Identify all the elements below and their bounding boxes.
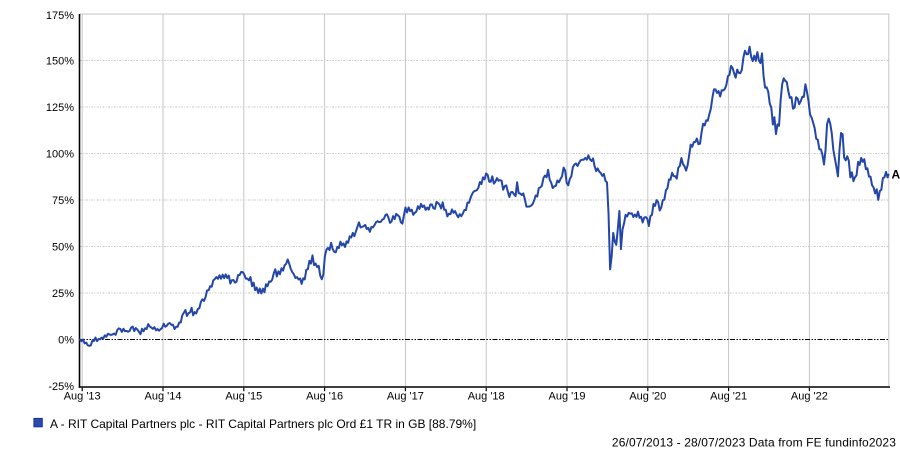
- svg-text:50%: 50%: [52, 242, 74, 254]
- svg-text:Aug '15: Aug '15: [225, 391, 262, 403]
- svg-text:26/07/2013 - 28/07/2023 Data f: 26/07/2013 - 28/07/2023 Data from FE fun…: [612, 436, 896, 450]
- svg-text:A: A: [892, 168, 900, 182]
- svg-text:100%: 100%: [46, 149, 74, 161]
- svg-text:150%: 150%: [46, 56, 74, 68]
- svg-text:A - RIT Capital Partners plc -: A - RIT Capital Partners plc - RIT Capit…: [50, 417, 476, 431]
- svg-text:0%: 0%: [58, 335, 74, 347]
- svg-text:Aug '14: Aug '14: [145, 391, 182, 403]
- svg-text:Aug '16: Aug '16: [306, 391, 343, 403]
- svg-text:Aug '13: Aug '13: [64, 391, 101, 403]
- svg-text:25%: 25%: [52, 288, 74, 300]
- svg-text:Aug '20: Aug '20: [629, 391, 666, 403]
- svg-text:125%: 125%: [46, 102, 74, 114]
- svg-text:Aug '18: Aug '18: [468, 391, 505, 403]
- svg-text:Aug '17: Aug '17: [387, 391, 424, 403]
- svg-text:175%: 175%: [46, 10, 74, 22]
- svg-text:Aug '19: Aug '19: [549, 391, 586, 403]
- svg-text:75%: 75%: [52, 195, 74, 207]
- svg-text:-25%: -25%: [48, 381, 74, 393]
- svg-text:Aug '21: Aug '21: [710, 391, 747, 403]
- svg-text:Aug '22: Aug '22: [791, 391, 828, 403]
